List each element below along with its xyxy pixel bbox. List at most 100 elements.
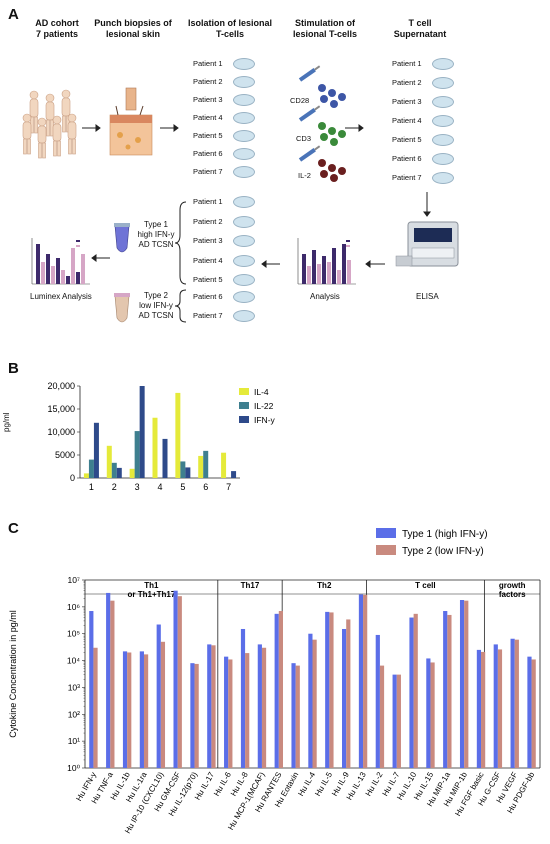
b-y-tick-label: 20,000 xyxy=(47,381,75,391)
luminex-minichart xyxy=(31,238,90,285)
petri-dish-icon xyxy=(233,112,255,124)
mini-bar xyxy=(307,266,311,284)
header-supernatant-line2: Supernatant xyxy=(393,29,447,39)
mini-bar xyxy=(342,244,346,284)
workflow-illustration xyxy=(22,65,459,323)
supernatant-patient-label: Patient 5 xyxy=(392,135,422,144)
c-bar xyxy=(531,659,536,768)
petri-dish-icon xyxy=(233,235,255,247)
panel-a-letter: A xyxy=(8,6,19,23)
type1-patient-label: Patient 5 xyxy=(193,275,223,284)
b-y-tick-label: 10,000 xyxy=(47,427,75,437)
c-bar xyxy=(308,633,313,768)
luminex-label: Luminex Analysis xyxy=(30,292,92,301)
c-bar xyxy=(514,639,519,768)
c-bar xyxy=(413,613,418,768)
b-y-tick-label: 0 xyxy=(70,473,75,483)
c-bar xyxy=(363,594,368,768)
b-legend-label: IL-4 xyxy=(254,387,269,397)
patients-illustration xyxy=(22,89,77,159)
c-y-tick-label: 10¹ xyxy=(68,736,80,746)
c-bar xyxy=(211,645,216,768)
mini-bar xyxy=(76,272,80,284)
petri-dish-icon xyxy=(233,58,255,70)
c-bar xyxy=(278,611,283,768)
c-group-label: factors xyxy=(499,590,526,599)
c-bar xyxy=(426,658,431,768)
mini-bar xyxy=(56,258,60,284)
header-cohort-line2: 7 patients xyxy=(35,29,78,39)
header-isolation-line2: T-cells xyxy=(215,29,244,39)
c-bar xyxy=(464,600,469,768)
skin-biopsy-illustration xyxy=(109,87,153,156)
mini-bar xyxy=(327,262,331,284)
isolation-patient-label: Patient 3 xyxy=(193,95,223,104)
petri-dish-icon xyxy=(432,153,454,165)
arrow-icon xyxy=(423,192,431,217)
header-biopsy: Punch biopsies of lesional skin xyxy=(88,18,178,40)
mini-bar xyxy=(347,260,351,284)
panel-b-chart: 0 5000 10,000 15,000 20,000 1 2 3 4 5 6 7 IL-4 IL-22 I… xyxy=(47,381,276,492)
c-bar xyxy=(240,628,246,768)
b-bar xyxy=(231,471,237,478)
c-bar xyxy=(346,619,351,768)
type1-patient-label: Patient 3 xyxy=(193,236,223,245)
isolation-patient-label: Patient 1 xyxy=(193,59,223,68)
header-biopsy-line2: lesional skin xyxy=(105,29,161,39)
b-legend-swatch xyxy=(239,416,249,423)
type2-label-line1: Type 2 xyxy=(143,291,168,300)
c-bar xyxy=(447,614,452,768)
petri-dish-icon xyxy=(233,310,255,322)
c-group-label: or Th1+Th17 xyxy=(128,590,176,599)
supernatant-patient-label: Patient 3 xyxy=(392,97,422,106)
c-bar xyxy=(257,644,262,768)
header-isolation-line1: Isolation of lesional xyxy=(187,18,272,28)
type1-label-line1: Type 1 xyxy=(143,220,168,229)
stimulus-cd3: CD3 xyxy=(296,134,312,143)
stimulus-cd28: CD28 xyxy=(290,96,310,105)
c-bar xyxy=(476,649,482,768)
b-bar xyxy=(129,468,135,478)
c-bar xyxy=(510,638,515,768)
c-legend-label: Type 1 (high IFN-y) xyxy=(402,529,488,540)
mini-bar xyxy=(41,262,45,284)
header-supernatant-line1: T cell xyxy=(408,18,432,28)
b-legend-label: IFN-y xyxy=(254,415,276,425)
mini-bar xyxy=(51,266,55,284)
b-x-tick-label: 1 xyxy=(89,482,94,492)
petri-dish-icon xyxy=(432,58,454,70)
header-stimulation: Stimulation of lesional T-cells xyxy=(275,18,375,40)
c-bar xyxy=(207,644,212,768)
panel-b-letter: B xyxy=(8,360,19,377)
c-bar xyxy=(497,649,503,768)
b-x-tick-label: 5 xyxy=(180,482,185,492)
b-bar xyxy=(83,473,89,478)
c-bar xyxy=(261,647,267,768)
petri-dish-icon xyxy=(233,215,255,228)
petri-dish-icon xyxy=(233,254,255,267)
c-bar xyxy=(392,674,397,768)
c-bar xyxy=(228,659,233,768)
mini-bar xyxy=(302,254,306,284)
b-bar xyxy=(152,417,158,478)
b-y-tick-label: 5000 xyxy=(55,450,75,460)
mini-bar xyxy=(36,244,40,284)
petri-dish-icon xyxy=(233,291,255,303)
c-bar xyxy=(527,656,532,768)
analysis-label: Analysis xyxy=(310,292,340,301)
c-y-tick-label: 10³ xyxy=(68,682,80,692)
c-group-label: T cell xyxy=(415,581,435,590)
b-bar xyxy=(134,431,140,478)
c-bar xyxy=(194,663,199,768)
c-bar xyxy=(274,613,279,768)
c-bar xyxy=(143,654,149,768)
petri-dish-icon xyxy=(233,196,255,208)
c-group-label: Th1 xyxy=(144,581,159,590)
b-x-tick-label: 7 xyxy=(226,482,231,492)
mini-bar xyxy=(332,248,336,284)
c-bar xyxy=(160,641,166,768)
elisa-machine-illustration xyxy=(395,221,459,267)
c-bar xyxy=(459,600,465,768)
header-cohort: AD cohort 7 patients xyxy=(22,18,92,40)
c-bar xyxy=(396,674,401,768)
